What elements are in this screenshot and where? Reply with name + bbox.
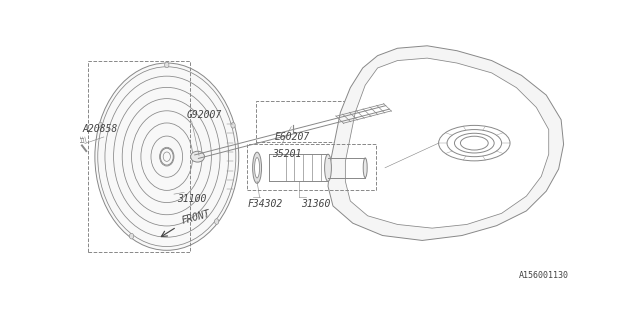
Ellipse shape xyxy=(253,152,262,183)
Text: 31360: 31360 xyxy=(301,199,330,209)
Text: FRONT: FRONT xyxy=(180,208,212,226)
Ellipse shape xyxy=(231,123,235,128)
Text: A20858: A20858 xyxy=(83,124,118,134)
Text: F34302: F34302 xyxy=(247,199,282,209)
Ellipse shape xyxy=(255,157,260,178)
Ellipse shape xyxy=(164,62,169,68)
Text: G92007: G92007 xyxy=(187,110,222,120)
Text: E60207: E60207 xyxy=(275,132,310,142)
Ellipse shape xyxy=(324,154,332,181)
Ellipse shape xyxy=(95,63,239,250)
Ellipse shape xyxy=(129,233,134,239)
Text: 35201: 35201 xyxy=(273,148,302,158)
Bar xyxy=(247,144,376,190)
Polygon shape xyxy=(346,58,548,228)
Polygon shape xyxy=(328,46,564,240)
Ellipse shape xyxy=(99,123,103,128)
Ellipse shape xyxy=(364,158,367,178)
Text: A156001130: A156001130 xyxy=(518,271,568,280)
Ellipse shape xyxy=(214,219,219,224)
Text: 31100: 31100 xyxy=(177,194,206,204)
Ellipse shape xyxy=(191,151,205,162)
Bar xyxy=(256,101,346,142)
